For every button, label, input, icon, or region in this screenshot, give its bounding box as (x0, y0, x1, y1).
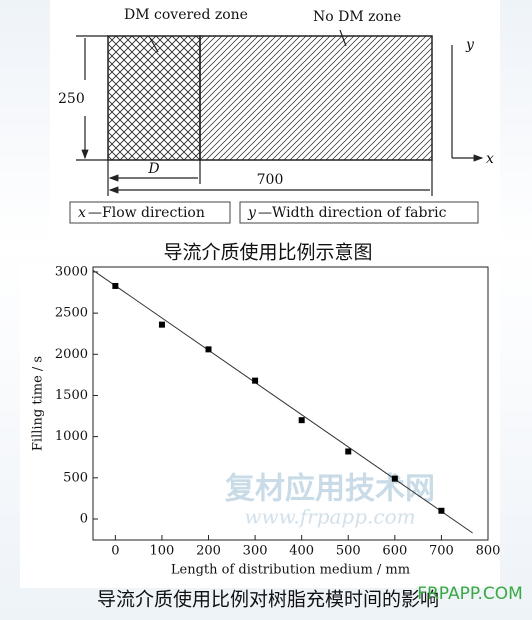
point (438, 507, 445, 514)
legend-symbol: x (78, 205, 86, 221)
legend-box (239, 201, 479, 224)
legend-text: —Width direction of fabric (258, 205, 447, 221)
y-tick-label: 3000 (55, 264, 88, 279)
x-tick-label: 800 (476, 544, 501, 559)
axis-label: x (486, 151, 494, 167)
dim-label: D (147, 161, 159, 177)
y-tick-label: 500 (63, 470, 88, 485)
y-tick-label: 1500 (55, 388, 88, 403)
watermark: 复材应用技术网 (225, 472, 435, 507)
chart: 0 500 1000 1500 2000 2500 3000 0 100 200 300 400 500… (31, 264, 501, 577)
x-tick-label: 300 (243, 544, 268, 559)
axis-label: y (465, 37, 475, 53)
x-tick-label: 700 (429, 544, 454, 559)
caption: 导流介质使用比例对树脂充模时间的影响 (97, 589, 439, 611)
fit-line (92, 269, 473, 534)
point (391, 475, 398, 482)
x-tick-label: 600 (382, 544, 407, 559)
watermark: FRPAPP.COM (417, 584, 523, 604)
x-tick-label: 0 (111, 544, 119, 559)
axis-arrows (451, 45, 482, 158)
point (345, 448, 352, 455)
y-tick-label: 0 (80, 512, 88, 527)
point (205, 346, 212, 353)
x-axis-label: Length of distribution medium / mm (171, 563, 410, 578)
y-tick-label: 2000 (55, 347, 88, 362)
watermark: www.frpapp.com (244, 505, 415, 529)
legend-symbol: y (247, 205, 257, 221)
x-tick-label: 400 (289, 544, 314, 559)
legend-text: —Flow direction (88, 205, 205, 221)
y-tick-label: 2500 (55, 306, 88, 321)
dim-label: 700 (257, 172, 284, 188)
leader-lines (149, 29, 347, 53)
x-tick-label: 500 (336, 544, 361, 559)
chart-panel (20, 262, 500, 588)
x-tick-label: 200 (196, 544, 221, 559)
zone-label: No DM zone (313, 9, 401, 25)
y-axis-label: Filling time / s (31, 356, 46, 451)
zone-label: DM covered zone (124, 7, 248, 23)
point (252, 377, 259, 384)
point (298, 417, 305, 424)
legend-box (69, 201, 231, 224)
plot-frame (92, 266, 489, 541)
x-tick-label: 100 (150, 544, 175, 559)
no-dm-zone (199, 35, 433, 161)
caption: 导流介质使用比例示意图 (163, 242, 372, 264)
point (112, 282, 119, 289)
point (158, 321, 165, 328)
diagram: DM covered zone No DM zone 250 D 700 y x… (50, 0, 500, 237)
dm-zone (107, 35, 201, 161)
dim-label: 250 (58, 91, 85, 107)
y-tick-label: 1000 (55, 429, 88, 444)
